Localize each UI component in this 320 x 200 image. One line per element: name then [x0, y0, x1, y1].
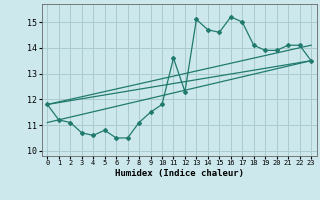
X-axis label: Humidex (Indice chaleur): Humidex (Indice chaleur) — [115, 169, 244, 178]
